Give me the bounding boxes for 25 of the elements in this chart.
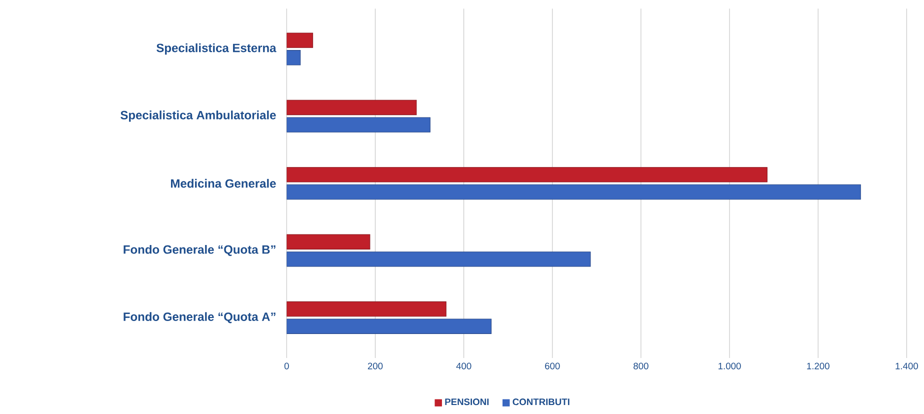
y-tick-label: Fondo Generale “Quota A” [124,312,276,324]
y-tick-label: Medicina Generale [171,178,276,188]
legend-label: PENSIONI [445,398,489,406]
bar [286,100,417,116]
x-tick-label: 800 [634,362,648,370]
x-tick-label: 0 [284,362,289,370]
bar [286,318,492,334]
bar [286,184,861,200]
bar [286,252,591,267]
bar [286,117,430,132]
bar [286,167,768,182]
x-tick-label: 1.200 [807,362,830,370]
y-tick-label: Fondo Generale “Quota B” [124,244,276,256]
bar [286,301,446,317]
x-tick-label: 400 [456,362,472,370]
x-tick-label: 1.400 [896,362,918,370]
y-tick-label: Specialistica Ambulatoriale [120,110,276,122]
legend-label: CONTRIBUTI [512,398,570,406]
bar [286,32,314,48]
x-tick-label: 1.000 [718,362,741,370]
bar [286,234,370,250]
x-tick-label: 600 [545,362,560,370]
bar [286,50,301,66]
x-tick-label: 200 [368,362,383,370]
y-tick-label: Specialistica Esterna [156,43,276,55]
